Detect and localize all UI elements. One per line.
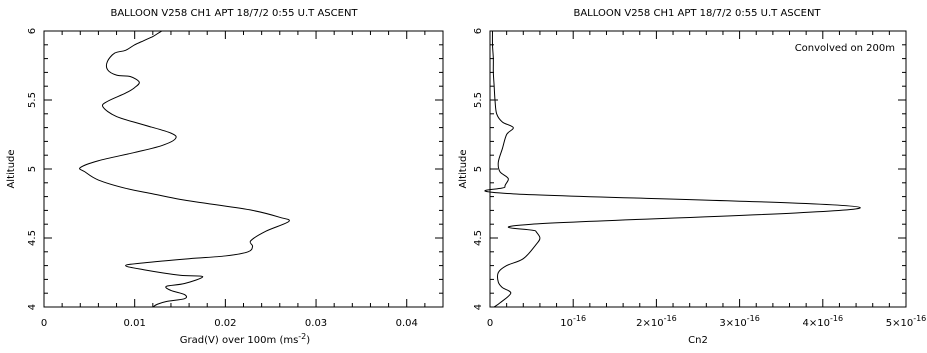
chart-right-x-tick-label: 3×10-16 <box>719 314 760 329</box>
chart-right-x-tick-label: 0 <box>487 318 493 329</box>
chart-left-ticks: 0 0.01 0.02 0.03 0.04 4 4.5 5 5.5 6 <box>27 28 443 329</box>
chart-right-y-tick-label: 5.5 <box>473 92 484 108</box>
chart-right-ticks: 0 10-16 2×10-16 3×10-16 4×10-16 5×10-16 4 4.5 5 5… <box>473 28 926 329</box>
chart-left-x-tick-label: 0.04 <box>396 318 418 329</box>
chart-left-title: BALLOON V258 CH1 APT 18/7/2 0:55 U.T ASC… <box>110 8 358 19</box>
chart-right-plot-frame <box>489 30 907 308</box>
chart-right-cn2-line <box>484 30 861 308</box>
chart-left-x-tick-label: 0 <box>41 318 47 329</box>
chart-left-y-tick-label: 6 <box>27 28 38 34</box>
chart-left-y-tick-label: 5 <box>27 166 38 172</box>
chart-right-x-tick-label: 5×10-16 <box>886 314 927 329</box>
chart-right-annotation: Convolved on 200m <box>795 43 895 54</box>
chart-left-x-tick-label: 0.01 <box>124 318 146 329</box>
chart-left-plot-frame <box>43 30 444 308</box>
chart-left-x-tick-label: 0.02 <box>214 318 236 329</box>
chart-right-x-tick-label: 10-16 <box>560 314 586 329</box>
chart-left-y-tick-label: 4 <box>27 304 38 310</box>
chart-right-x-tick-label: 4×10-16 <box>803 314 844 329</box>
chart-right-y-axis-label: Altitude <box>458 149 469 188</box>
chart-left-gradv-line <box>79 30 290 308</box>
chart-left-x-tick-label: 0.03 <box>305 318 327 329</box>
chart-right-y-tick-label: 4.5 <box>473 230 484 246</box>
chart-right-x-tick-label: 2×10-16 <box>636 314 677 329</box>
chart-left-y-axis-label: Altitude <box>6 149 17 188</box>
chart-left-x-axis-label: Grad(V) over 100m (ms-2) <box>180 332 310 346</box>
chart-right-y-tick-label: 6 <box>473 28 484 34</box>
chart-left-x-axis-label-close: ) <box>306 335 310 346</box>
chart-left-x-axis-label-main: Grad(V) over 100m (ms <box>180 335 299 346</box>
chart-left-x-axis-label-exponent: -2 <box>298 332 306 341</box>
chart-right-title: BALLOON V258 CH1 APT 18/7/2 0:55 U.T ASC… <box>573 8 821 19</box>
chart-left-y-tick-label: 4.5 <box>27 230 38 246</box>
chart-left-y-tick-label: 5.5 <box>27 92 38 108</box>
chart-right-y-tick-label: 5 <box>473 166 484 172</box>
chart-right-y-tick-label: 4 <box>473 304 484 310</box>
chart-right-x-axis-label: Cn2 <box>688 335 708 346</box>
chart-left: BALLOON V258 CH1 APT 18/7/2 0:55 U.T ASC… <box>6 8 444 346</box>
chart-right: BALLOON V258 CH1 APT 18/7/2 0:55 U.T ASC… <box>458 8 926 346</box>
